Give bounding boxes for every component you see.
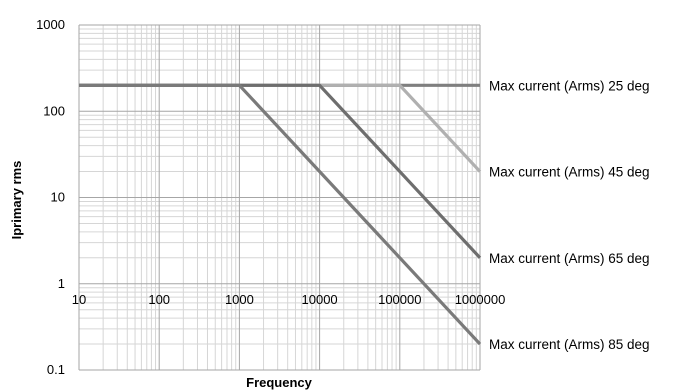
y-axis-ticks: 0.1 1 10 100 1000 [36, 17, 65, 377]
x-tick-label: 10 [72, 292, 86, 307]
series-lines [79, 83, 482, 346]
x-tick-label: 1000 [225, 292, 254, 307]
x-axis-ticks: 10 100 1000 10000 100000 1000000 [72, 292, 506, 307]
y-tick-label: 10 [51, 190, 65, 205]
x-axis-title: Frequency [246, 375, 313, 390]
y-tick-label: 1 [58, 276, 65, 291]
x-tick-label: 10000 [302, 292, 338, 307]
legend: Max current (Arms) 25 deg Max current (Ar… [489, 78, 650, 352]
y-tick-label: 0.1 [47, 362, 65, 377]
series-label-2: Max current (Arms) 45 deg [489, 165, 650, 180]
y-tick-label: 100 [43, 103, 65, 118]
series-label-3: Max current (Arms) 65 deg [489, 251, 650, 266]
grid-major [78, 24, 481, 371]
x-tick-label: 100000 [378, 292, 421, 307]
y-tick-label: 1000 [36, 17, 65, 32]
series-label-4: Max current (Arms) 85 deg [489, 337, 650, 352]
x-tick-label: 1000000 [455, 292, 506, 307]
y-axis-title: Iprimary rms [9, 161, 24, 240]
series-label-1: Max current (Arms) 25 deg [489, 78, 650, 93]
x-tick-label: 100 [148, 292, 170, 307]
series-line-4 [79, 83, 482, 346]
